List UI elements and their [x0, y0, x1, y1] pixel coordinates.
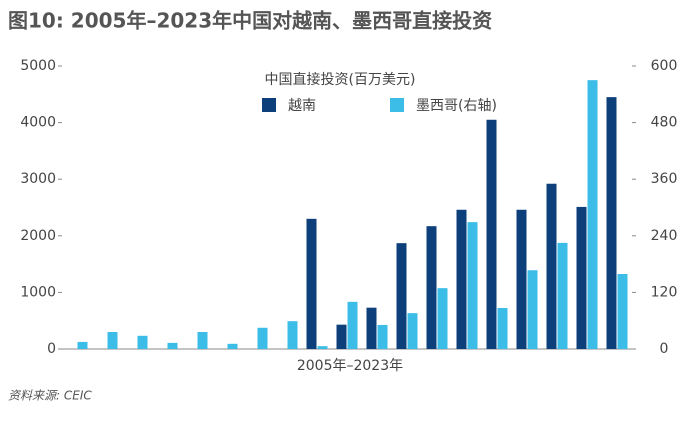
bar	[306, 218, 317, 349]
bar	[227, 343, 238, 349]
y2-tick-label: 120	[651, 284, 678, 300]
bar	[167, 342, 178, 349]
bar	[486, 119, 497, 350]
bar	[557, 242, 568, 349]
y-tick-label: 4000	[20, 115, 56, 131]
bar	[287, 321, 298, 349]
bar	[587, 80, 598, 350]
y2-tick-label: 360	[651, 171, 678, 187]
y2-tick-label: 480	[651, 115, 678, 131]
x-axis-label: 2005年–2023年	[297, 358, 403, 374]
bar	[546, 183, 557, 349]
bar	[467, 222, 478, 349]
bar	[197, 332, 208, 349]
bar	[437, 288, 448, 349]
y-tick-label: 5000	[20, 58, 56, 74]
y-tick-label: 2000	[20, 228, 56, 244]
legend-title: 中国直接投资(百万美元)	[265, 71, 416, 88]
bar	[576, 206, 587, 349]
bar	[317, 346, 328, 349]
bar	[77, 341, 88, 349]
bar	[497, 307, 508, 349]
bar	[137, 335, 148, 349]
legend-label: 越南	[288, 98, 316, 114]
bar	[377, 324, 388, 349]
bar	[107, 332, 118, 349]
bar	[347, 301, 358, 349]
y2-tick-label: 240	[651, 228, 678, 244]
bar	[396, 243, 407, 349]
y2-tick-label: 600	[651, 58, 678, 74]
y-tick-label: 1000	[20, 284, 56, 300]
bar	[257, 327, 268, 349]
legend-swatch	[390, 98, 404, 112]
source: 资料来源: CEIC	[8, 389, 92, 403]
chart-title: 图10: 2005年–2023年中国对越南、墨西哥直接投资	[8, 9, 492, 33]
bar	[366, 307, 377, 349]
bar	[527, 270, 538, 349]
bar	[617, 274, 628, 349]
bar	[606, 97, 617, 349]
bar	[456, 209, 467, 349]
bar	[336, 324, 347, 349]
y-tick-label: 3000	[20, 171, 56, 187]
bar	[407, 313, 418, 349]
y-tick-label: 0	[47, 341, 56, 357]
legend-label: 墨西哥(右轴)	[416, 98, 497, 114]
bar	[426, 226, 437, 349]
bar	[516, 209, 527, 349]
legend-swatch	[262, 98, 276, 112]
y2-tick-label: 0	[660, 341, 669, 357]
